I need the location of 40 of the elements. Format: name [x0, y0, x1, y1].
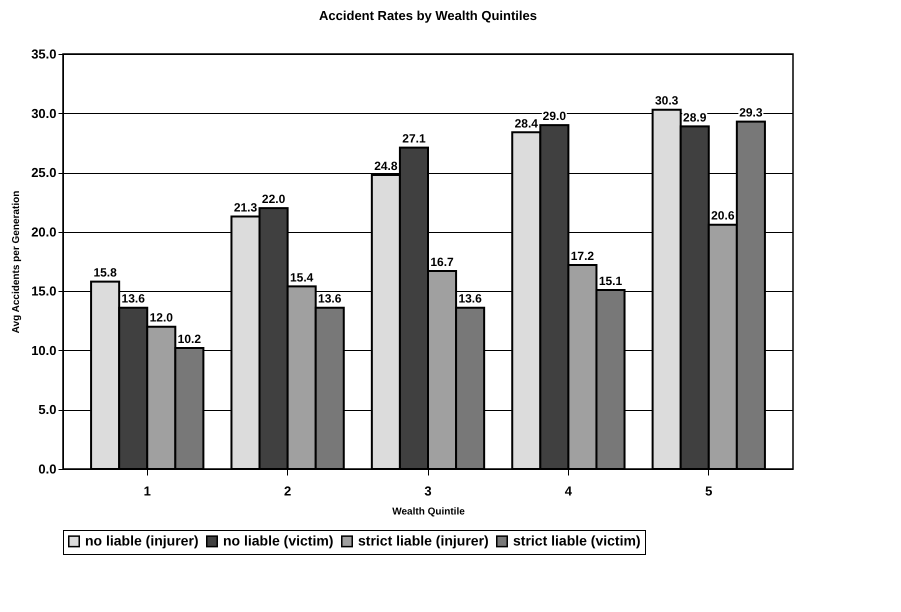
- x-tick-label: 3: [424, 484, 432, 498]
- text: 15.8: [93, 266, 117, 280]
- text: 20.6: [711, 208, 734, 223]
- y-tick-label: 30.0: [31, 106, 56, 121]
- text: 29.0: [542, 109, 566, 124]
- x-tick-label: 4: [564, 484, 573, 498]
- text: 12.0: [150, 310, 173, 325]
- text: 15.4: [290, 270, 314, 284]
- x-axis-title: Wealth Quintile: [392, 506, 466, 518]
- text: 27.1: [402, 132, 426, 146]
- text: 28.9: [683, 110, 706, 124]
- y-tick-label: 5.0: [38, 402, 56, 418]
- text: 13.6: [318, 292, 342, 306]
- text: 24.8: [374, 158, 398, 173]
- text: 15.1: [598, 274, 622, 288]
- text: 22.0: [262, 192, 286, 206]
- legend-label: strict liable (injurer): [358, 532, 489, 548]
- text: 13.6: [122, 292, 145, 306]
- text: 10.2: [178, 332, 202, 346]
- text: 13.6: [458, 292, 482, 306]
- y-tick-label: 10.0: [31, 342, 56, 358]
- text: 29.3: [739, 106, 763, 120]
- chart-title: Accident Rates by Wealth Quintiles: [319, 8, 537, 23]
- y-tick-label: 20.0: [31, 224, 56, 240]
- x-tick-label: 2: [284, 484, 292, 498]
- text: 30.3: [654, 94, 678, 108]
- x-tick-label: 5: [705, 484, 712, 498]
- y-tick-label: 15.0: [31, 284, 56, 299]
- y-tick-label: 0.0: [38, 462, 56, 476]
- text: 21.3: [234, 200, 258, 214]
- text: 28.4: [514, 116, 538, 130]
- text: 16.7: [430, 254, 454, 269]
- legend-label: no liable (injurer): [85, 532, 199, 548]
- y-tick-label: 35.0: [31, 46, 56, 62]
- legend-label: no liable (victim): [223, 532, 334, 548]
- y-tick-label: 25.0: [31, 165, 56, 180]
- legend-label: strict liable (victim): [513, 532, 641, 548]
- text: 17.2: [570, 249, 594, 264]
- y-axis-title: Avg Accidents per Generation: [11, 190, 22, 334]
- x-tick-label: 1: [144, 484, 151, 498]
